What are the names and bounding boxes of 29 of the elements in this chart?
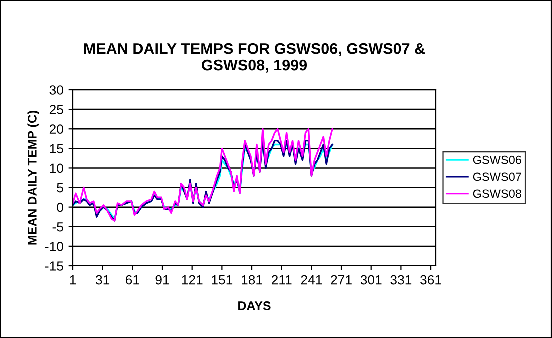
x-tick-label: 151 <box>212 276 233 285</box>
y-tick-label: -10 <box>45 242 64 252</box>
x-axis-title: DAYS <box>238 302 271 310</box>
x-tick-label: 121 <box>182 275 203 285</box>
y-tick-label: 5 <box>57 183 64 193</box>
y-tick-label: 10 <box>50 164 64 174</box>
y-tick-label: 20 <box>50 124 64 134</box>
x-tick-label: 31 <box>96 275 110 285</box>
chart-title: MEAN DAILY TEMPS FOR GSWS06, GSWS07 & GSWS08, 1999 <box>84 43 426 73</box>
x-tick-label: 271 <box>331 275 352 285</box>
x-tick-label: 241 <box>301 275 322 285</box>
y-tick-label: 25 <box>50 105 64 114</box>
legend-label: GSWS06 <box>473 156 522 164</box>
x-tick-label: 1 <box>70 276 76 285</box>
x-tick-label: 61 <box>126 275 140 285</box>
y-tick-label: 0 <box>57 202 64 212</box>
y-tick-label: -5 <box>52 222 64 232</box>
x-tick-label: 331 <box>390 275 412 285</box>
y-tick-label: -15 <box>45 262 64 271</box>
y-axis-title: MEAN DAILY TEMP (C) <box>28 111 40 245</box>
y-tick-label: 30 <box>50 86 64 95</box>
x-tick-label: 361 <box>420 275 442 285</box>
x-tick-label: 211 <box>272 275 292 285</box>
x-tick-label: 301 <box>360 275 382 285</box>
x-tick-label: 91 <box>156 275 170 285</box>
legend-label: GSWS08 <box>473 190 522 198</box>
legend-label: GSWS07 <box>473 172 522 182</box>
x-tick-label: 181 <box>242 275 262 285</box>
y-tick-label: 15 <box>50 144 64 154</box>
